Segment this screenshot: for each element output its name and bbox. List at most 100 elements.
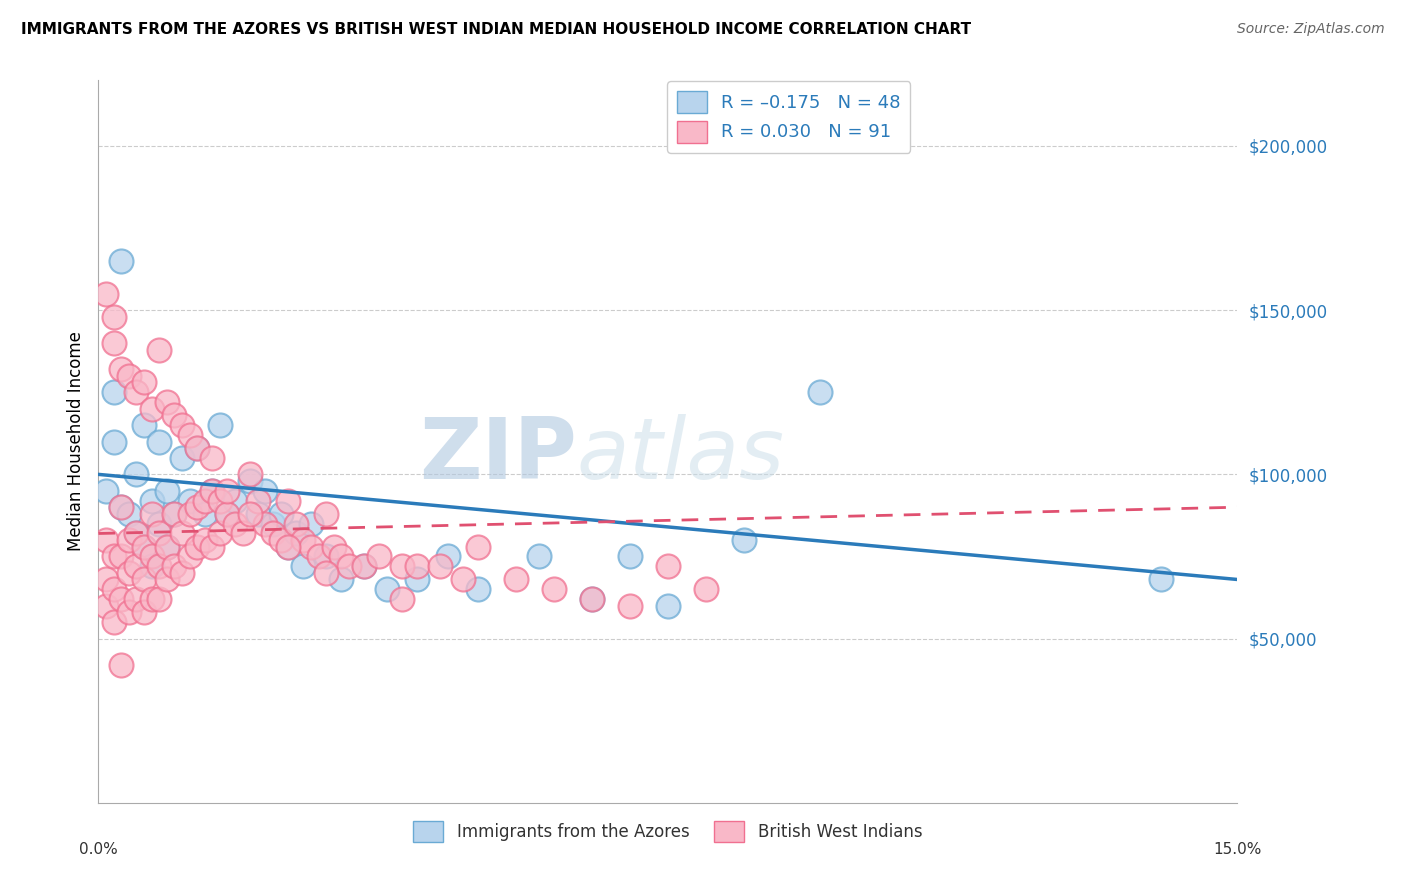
Point: [148, 559, 170, 574]
Point: [163, 409, 186, 423]
Point: [103, 549, 125, 564]
Point: [179, 493, 201, 508]
Point: [170, 418, 193, 433]
Point: [118, 605, 141, 619]
Point: [239, 507, 262, 521]
Point: [156, 540, 179, 554]
Point: [194, 533, 217, 547]
Point: [186, 441, 208, 455]
Point: [132, 540, 155, 554]
Point: [270, 533, 292, 547]
Point: [246, 507, 269, 521]
Point: [94, 533, 117, 547]
Point: [619, 599, 641, 613]
Point: [94, 573, 117, 587]
Point: [148, 526, 170, 541]
Point: [132, 540, 155, 554]
Point: [110, 500, 132, 515]
Text: 15.0%: 15.0%: [1213, 842, 1261, 857]
Point: [163, 559, 186, 574]
Point: [254, 516, 277, 531]
Point: [224, 493, 246, 508]
Point: [246, 493, 269, 508]
Point: [163, 507, 186, 521]
Point: [368, 549, 391, 564]
Point: [141, 493, 163, 508]
Point: [619, 549, 641, 564]
Point: [179, 507, 201, 521]
Point: [224, 516, 246, 531]
Point: [330, 573, 353, 587]
Point: [103, 615, 125, 630]
Point: [262, 526, 284, 541]
Point: [132, 418, 155, 433]
Point: [156, 395, 179, 409]
Point: [353, 559, 375, 574]
Point: [186, 441, 208, 455]
Point: [179, 428, 201, 442]
Point: [132, 573, 155, 587]
Point: [103, 385, 125, 400]
Point: [194, 507, 217, 521]
Point: [163, 507, 186, 521]
Point: [657, 599, 679, 613]
Point: [110, 549, 132, 564]
Point: [299, 516, 322, 531]
Point: [186, 500, 208, 515]
Point: [103, 336, 125, 351]
Y-axis label: Median Household Income: Median Household Income: [66, 332, 84, 551]
Point: [543, 582, 565, 597]
Point: [125, 385, 148, 400]
Point: [1150, 573, 1173, 587]
Point: [132, 376, 155, 390]
Point: [375, 582, 398, 597]
Point: [148, 434, 170, 449]
Point: [201, 450, 224, 465]
Point: [148, 516, 170, 531]
Point: [170, 566, 193, 580]
Point: [125, 467, 148, 482]
Point: [194, 493, 217, 508]
Point: [103, 582, 125, 597]
Point: [201, 483, 224, 498]
Point: [125, 559, 148, 574]
Legend: Immigrants from the Azores, British West Indians: Immigrants from the Azores, British West…: [406, 814, 929, 848]
Point: [110, 253, 132, 268]
Point: [110, 592, 132, 607]
Point: [391, 592, 413, 607]
Point: [330, 549, 353, 564]
Point: [277, 540, 299, 554]
Point: [254, 483, 277, 498]
Point: [337, 559, 360, 574]
Point: [208, 418, 231, 433]
Point: [733, 533, 755, 547]
Point: [527, 549, 550, 564]
Point: [315, 549, 337, 564]
Point: [406, 559, 429, 574]
Point: [232, 526, 254, 541]
Point: [148, 592, 170, 607]
Point: [156, 573, 179, 587]
Point: [451, 573, 474, 587]
Point: [239, 467, 262, 482]
Text: Source: ZipAtlas.com: Source: ZipAtlas.com: [1237, 22, 1385, 37]
Point: [808, 385, 831, 400]
Point: [118, 368, 141, 383]
Point: [141, 507, 163, 521]
Point: [125, 526, 148, 541]
Point: [186, 540, 208, 554]
Point: [118, 533, 141, 547]
Point: [217, 507, 239, 521]
Point: [179, 549, 201, 564]
Point: [695, 582, 717, 597]
Point: [308, 549, 330, 564]
Point: [118, 507, 141, 521]
Point: [141, 592, 163, 607]
Point: [125, 592, 148, 607]
Point: [467, 540, 489, 554]
Point: [103, 310, 125, 324]
Point: [94, 483, 117, 498]
Text: atlas: atlas: [576, 415, 785, 498]
Point: [353, 559, 375, 574]
Point: [277, 493, 299, 508]
